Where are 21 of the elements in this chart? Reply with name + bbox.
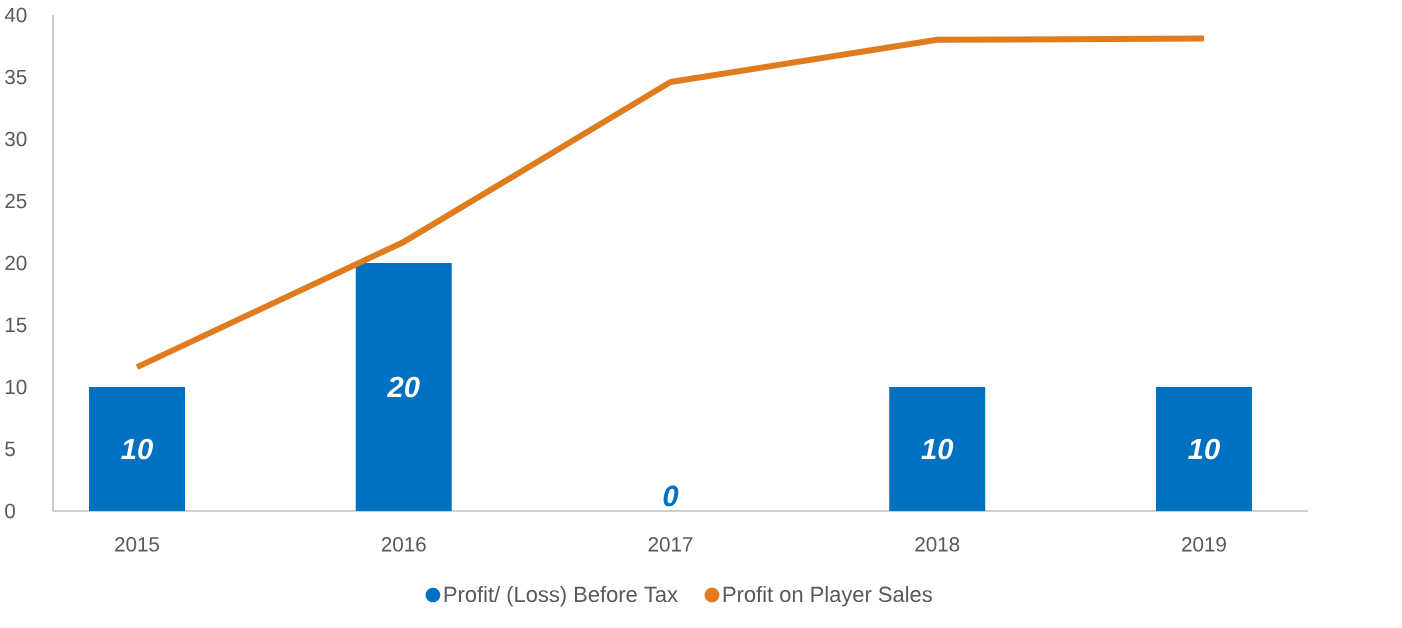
x-tick-label: 2015: [115, 537, 160, 552]
data-label: 10: [921, 438, 954, 460]
y-tick-label: 10: [5, 379, 27, 395]
y-tick-label: 30: [5, 131, 27, 147]
data-label: 20: [387, 376, 420, 398]
x-tick-label: 2016: [381, 537, 426, 552]
y-tick-label: 15: [5, 317, 27, 333]
data-label: 0: [663, 485, 679, 507]
x-tick-label: 2018: [915, 537, 960, 552]
y-tick-label: 40: [4, 7, 27, 23]
legend-label: Profit/ (Loss) Before Tax: [444, 586, 678, 607]
x-tick-label: 2017: [648, 537, 693, 552]
y-tick-label: 20: [5, 255, 27, 271]
y-tick-label: 25: [5, 193, 27, 209]
x-tick-label: 2019: [1182, 537, 1226, 552]
y-tick-label: 5: [5, 441, 15, 457]
data-label: 10: [1188, 438, 1220, 460]
legend-label: Profit on Player Sales: [723, 586, 932, 607]
y-tick-label: 0: [5, 503, 15, 519]
y-tick-label: 35: [5, 69, 27, 85]
data-label: 10: [121, 438, 153, 460]
